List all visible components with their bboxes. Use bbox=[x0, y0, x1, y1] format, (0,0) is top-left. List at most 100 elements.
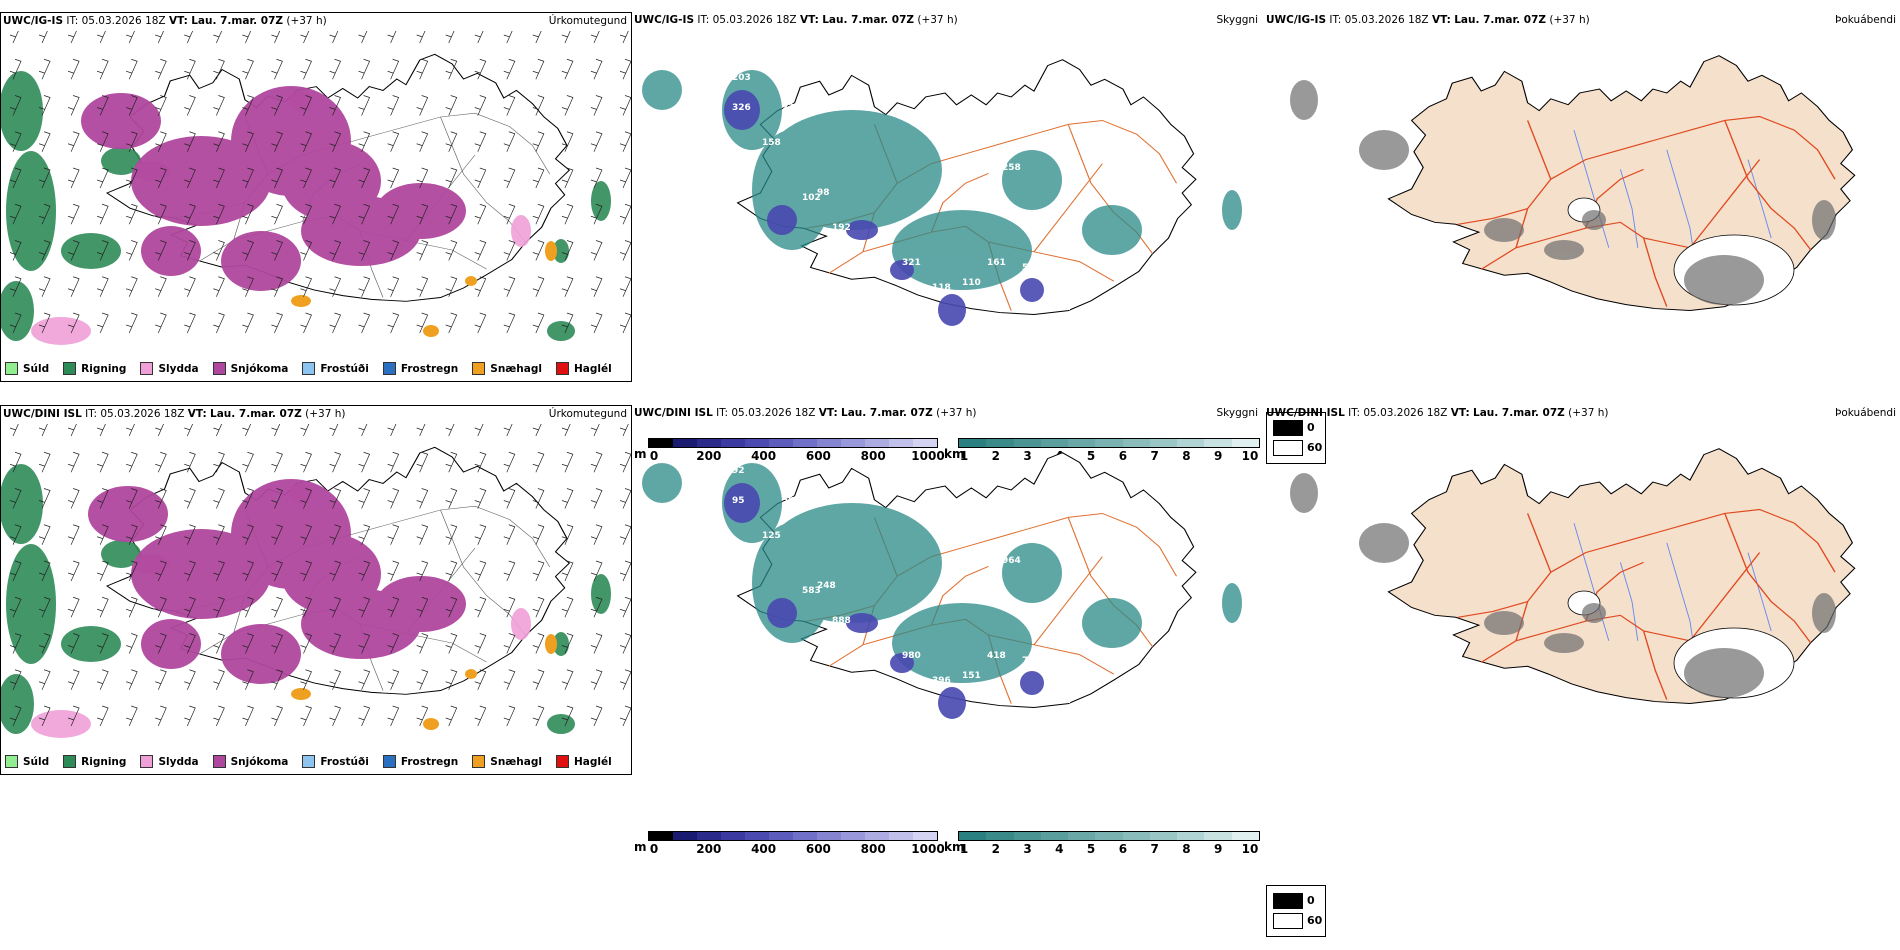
wind-barb bbox=[271, 58, 283, 80]
wind-barb bbox=[532, 203, 545, 225]
unit-label: km bbox=[944, 447, 965, 461]
panel-header: UWC/IG-IS IT: 05.03.2026 18Z VT: Lau. 7.… bbox=[634, 14, 958, 26]
ceiling-area-cell bbox=[938, 687, 966, 719]
tick-label: 800 bbox=[860, 449, 886, 463]
wind-barb bbox=[329, 167, 342, 189]
cloud-ceiling-panel: UWC/IG-IS IT: 05.03.2026 18Z VT: Lau. 7.… bbox=[632, 12, 1262, 382]
precip-map bbox=[1, 31, 631, 345]
wind-barb bbox=[242, 524, 254, 545]
wind-barb bbox=[242, 167, 254, 189]
wind-barb bbox=[561, 424, 571, 437]
color-step bbox=[1204, 832, 1232, 840]
legend-label: Slydda bbox=[158, 362, 199, 375]
wind-barb bbox=[155, 451, 167, 473]
wind-barb bbox=[445, 488, 458, 509]
wind-barb bbox=[97, 488, 109, 509]
wind-barb bbox=[474, 488, 487, 509]
wind-barb bbox=[9, 451, 22, 473]
legend-swatch bbox=[212, 755, 226, 768]
wind-barb bbox=[590, 58, 603, 80]
wind-barb bbox=[184, 451, 196, 473]
fog-area-cell bbox=[1812, 593, 1836, 633]
wind-barb bbox=[445, 95, 458, 116]
legend-label: Slydda bbox=[158, 755, 199, 768]
wind-barb bbox=[300, 58, 312, 80]
color-step bbox=[649, 832, 673, 840]
ceiling-label: 321 bbox=[902, 258, 921, 268]
wind-barb bbox=[126, 58, 138, 80]
wind-barb bbox=[474, 633, 487, 654]
wind-barb bbox=[590, 633, 603, 654]
fog-legend-label: 60 bbox=[1307, 914, 1323, 927]
wind-barb bbox=[445, 131, 458, 152]
wind-barb bbox=[416, 596, 429, 618]
graupel-area-cell bbox=[545, 241, 557, 261]
graupel-area-cell bbox=[465, 669, 477, 679]
wind-barb bbox=[387, 451, 400, 473]
wind-barb bbox=[416, 131, 429, 152]
ceiling-area-cell bbox=[767, 598, 797, 628]
wind-barb bbox=[271, 95, 283, 116]
ceiling-label: 95 bbox=[732, 496, 745, 506]
river bbox=[1747, 159, 1772, 239]
wind-barb bbox=[561, 167, 574, 189]
precip-legend: Súld Rigning Slydda Snjókoma Frostúði Frostre… bbox=[5, 362, 612, 375]
init-time-label: IT: bbox=[716, 407, 729, 419]
wind-barb bbox=[97, 451, 109, 473]
color-step bbox=[1231, 832, 1259, 840]
color-step bbox=[817, 439, 841, 447]
snow-area-cell bbox=[281, 534, 381, 614]
legend-label: Frostregn bbox=[400, 755, 459, 768]
ceiling-label: 396 bbox=[932, 676, 951, 686]
wind-barb bbox=[97, 167, 109, 189]
color-step bbox=[1040, 832, 1069, 840]
color-step bbox=[745, 439, 769, 447]
tick-label: 0 bbox=[649, 842, 659, 856]
wind-barb bbox=[503, 276, 516, 297]
rain-area bbox=[1, 71, 611, 341]
fog-legend-label: 0 bbox=[1307, 894, 1315, 907]
wind-barb bbox=[184, 669, 196, 690]
legend-item-3: Snjókoma bbox=[212, 755, 288, 768]
fog-swatch-dark bbox=[1273, 893, 1303, 909]
wind-barb bbox=[126, 633, 138, 654]
wind-barb bbox=[329, 31, 339, 44]
wind-barb bbox=[474, 240, 487, 261]
wind-barb bbox=[358, 705, 371, 727]
ceiling-label: 253 bbox=[932, 333, 951, 343]
color-step bbox=[1204, 439, 1232, 447]
wind-barb bbox=[416, 203, 429, 225]
wind-barb bbox=[387, 312, 400, 334]
wind-barb bbox=[300, 312, 312, 334]
wind-barb bbox=[126, 524, 138, 545]
wind-barb bbox=[213, 131, 225, 152]
wind-barb bbox=[271, 276, 283, 297]
wind-barb bbox=[416, 167, 429, 189]
fog-area-cell bbox=[1290, 473, 1318, 513]
wind-barb bbox=[155, 596, 167, 618]
wind-barb bbox=[532, 596, 545, 618]
init-time: 05.03.2026 18Z bbox=[1363, 407, 1448, 419]
model-name: UWC/IG-IS bbox=[1266, 14, 1327, 26]
wind-barb bbox=[503, 451, 516, 473]
model-name: UWC/IG-IS bbox=[3, 15, 64, 27]
ceiling-area-cell bbox=[724, 483, 760, 523]
color-step bbox=[865, 439, 889, 447]
wind-barb bbox=[38, 95, 51, 116]
lead-time: (+37 h) bbox=[305, 408, 346, 420]
wind-barb bbox=[387, 596, 400, 618]
wind-barb bbox=[184, 58, 196, 80]
wind-barb bbox=[126, 131, 138, 152]
wind-barb bbox=[561, 596, 574, 618]
wind-barb bbox=[561, 95, 574, 116]
ceiling-label: 964 bbox=[1002, 556, 1021, 566]
legend-label: Haglél bbox=[573, 755, 612, 768]
color-step bbox=[817, 832, 841, 840]
wind-barb bbox=[358, 240, 371, 261]
wind-barb bbox=[532, 240, 545, 261]
wind-barb bbox=[358, 58, 371, 80]
visibility-colorbar-gradient bbox=[958, 831, 1260, 841]
fog-area-cell bbox=[1812, 200, 1836, 240]
wind-barb bbox=[329, 312, 342, 334]
